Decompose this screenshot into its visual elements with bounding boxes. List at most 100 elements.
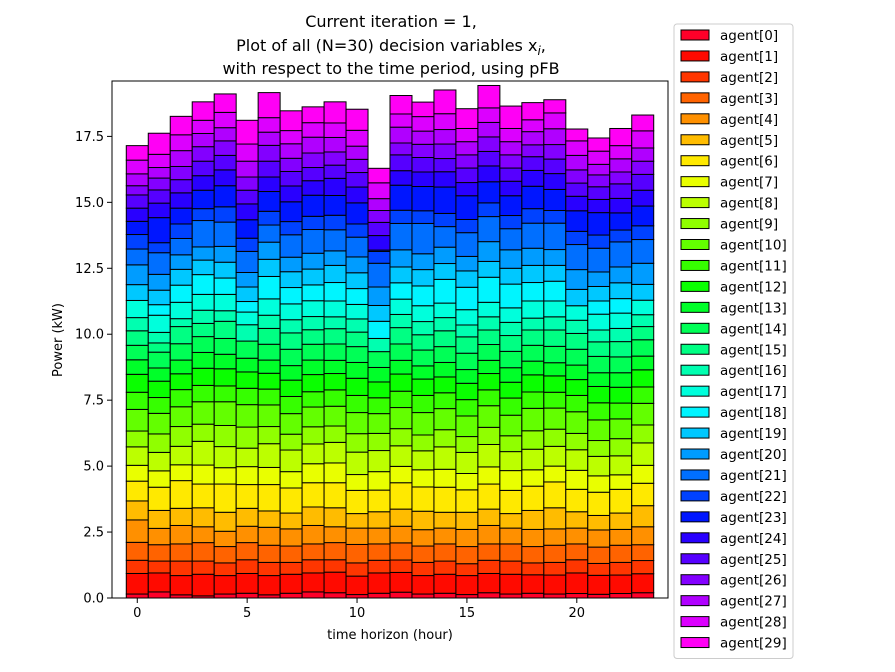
bar-segment-agent-10-hour-21 (588, 420, 610, 441)
bar-segment-agent-21-hour-7 (280, 235, 302, 257)
legend-swatch-agent-10 (681, 240, 709, 250)
bar-segment-agent-15-hour-23 (632, 327, 654, 340)
bar-segment-agent-0-hour-7 (280, 593, 302, 598)
bar-segment-agent-17-hour-16 (478, 302, 500, 317)
bar-segment-agent-23-hour-17 (500, 196, 522, 216)
bar-segment-agent-3-hour-16 (478, 544, 500, 560)
bar-segment-agent-11-hour-19 (544, 392, 566, 408)
bar-segment-agent-11-hour-12 (390, 391, 412, 407)
bar-segment-agent-16-hour-10 (346, 319, 368, 332)
bar-segment-agent-7-hour-2 (170, 465, 192, 481)
bar-segment-agent-20-hour-13 (412, 254, 434, 270)
bar-segment-agent-3-hour-9 (324, 543, 346, 560)
bar-segment-agent-22-hour-1 (148, 243, 170, 253)
bar-segment-agent-9-hour-10 (346, 434, 368, 452)
bar-segment-agent-16-hour-9 (324, 317, 346, 329)
bar-segment-agent-9-hour-13 (412, 435, 434, 451)
bar-segment-agent-0-hour-12 (390, 592, 412, 598)
bar-segment-agent-28-hour-0 (126, 160, 148, 174)
bar-segment-agent-12-hour-17 (500, 382, 522, 398)
y-tick-label: 17.5 (75, 130, 104, 145)
bar-segment-agent-14-hour-15 (456, 353, 478, 369)
title-line-2: Plot of all (N=30) decision variables xi… (236, 36, 546, 58)
bar-segment-agent-26-hour-20 (566, 170, 588, 183)
bar-segment-agent-16-hour-3 (192, 310, 214, 323)
bar-segment-agent-4-hour-22 (610, 529, 632, 545)
bar-segment-agent-19-hour-4 (214, 262, 236, 278)
bar-segment-agent-14-hour-7 (280, 349, 302, 365)
bar-segment-agent-9-hour-18 (522, 431, 544, 449)
bar-segment-agent-1-hour-2 (170, 576, 192, 595)
bar-segment-agent-10-hour-1 (148, 413, 170, 434)
bar-segment-agent-22-hour-20 (566, 231, 588, 244)
legend-swatch-agent-25 (681, 554, 709, 564)
bar-segment-agent-8-hour-9 (324, 442, 346, 463)
bar-segment-agent-21-hour-1 (148, 253, 170, 275)
bar-segment-agent-20-hour-12 (390, 250, 412, 267)
bar-segment-agent-20-hour-14 (434, 247, 456, 263)
bar-segment-agent-15-hour-1 (148, 343, 170, 352)
bar-segment-agent-26-hour-2 (170, 166, 192, 179)
bar-segment-agent-25-hour-20 (566, 183, 588, 196)
bar-segment-agent-24-hour-23 (632, 190, 654, 206)
bar-segment-agent-26-hour-16 (478, 137, 500, 152)
bar-segment-agent-26-hour-18 (522, 145, 544, 157)
legend-swatch-agent-6 (681, 156, 709, 166)
bar-segment-agent-11-hour-8 (302, 392, 324, 407)
bar-segment-agent-28-hour-17 (500, 128, 522, 141)
bar-segment-agent-22-hour-23 (632, 226, 654, 240)
bar-segment-agent-13-hour-11 (368, 367, 390, 382)
y-tick-label: 7.5 (83, 394, 104, 409)
bar-segment-agent-10-hour-11 (368, 414, 390, 434)
bar-segment-agent-3-hour-12 (390, 543, 412, 560)
bar-segment-agent-20-hour-3 (192, 247, 214, 260)
bar-segment-agent-5-hour-2 (170, 508, 192, 525)
bar-segment-agent-2-hour-14 (434, 561, 456, 574)
bar-segment-agent-3-hour-18 (522, 547, 544, 563)
bar-segment-agent-10-hour-8 (302, 407, 324, 427)
legend-label-agent-0: agent[0] (720, 28, 778, 44)
legend-label-agent-7: agent[7] (720, 175, 778, 191)
bar-segment-agent-1-hour-21 (588, 575, 610, 594)
bar-segment-agent-12-hour-16 (478, 374, 500, 390)
bar-segment-agent-28-hour-20 (566, 141, 588, 156)
bar-segment-agent-20-hour-15 (456, 256, 478, 271)
bar-segment-agent-26-hour-12 (390, 143, 412, 155)
legend-label-agent-29: agent[29] (720, 636, 787, 652)
bar-segment-agent-2-hour-8 (302, 560, 324, 573)
legend-swatch-agent-3 (681, 93, 709, 103)
bar-segment-agent-8-hour-20 (566, 450, 588, 471)
bar-segment-agent-25-hour-11 (368, 222, 390, 235)
bar-segment-agent-23-hour-21 (588, 213, 610, 235)
bar-segment-agent-5-hour-8 (302, 507, 324, 525)
bar-segment-agent-3-hour-8 (302, 544, 324, 560)
bar-segment-agent-14-hour-23 (632, 340, 654, 356)
bar-segment-agent-10-hour-0 (126, 409, 148, 431)
bar-segment-agent-25-hour-22 (610, 184, 632, 199)
bar-segment-agent-3-hour-14 (434, 544, 456, 561)
bar-segment-agent-17-hour-1 (148, 315, 170, 332)
bar-segment-agent-3-hour-4 (214, 547, 236, 563)
bar-segment-agent-27-hour-16 (478, 122, 500, 137)
bar-segment-agent-1-hour-11 (368, 573, 390, 593)
bar-segment-agent-29-hour-3 (192, 102, 214, 120)
bar-segment-agent-3-hour-2 (170, 544, 192, 561)
bar-segment-agent-3-hour-1 (148, 545, 170, 561)
bar-segment-agent-4-hour-15 (456, 529, 478, 546)
bar-segment-agent-28-hour-8 (302, 123, 324, 138)
bar-segment-agent-12-hour-5 (236, 372, 258, 388)
bar-segment-agent-25-hour-18 (522, 157, 544, 171)
bar-segment-agent-3-hour-6 (258, 545, 280, 562)
bar-segment-agent-17-hour-12 (390, 299, 412, 314)
legend-label-agent-16: agent[16] (720, 363, 787, 379)
legend-label-agent-21: agent[21] (720, 468, 787, 484)
bar-segment-agent-26-hour-1 (148, 178, 170, 190)
bar-segment-agent-22-hour-8 (302, 216, 324, 229)
bar-segment-agent-19-hour-23 (632, 284, 654, 300)
bar-segment-agent-8-hour-5 (236, 448, 258, 466)
bar-segment-agent-24-hour-21 (588, 199, 610, 212)
bar-segment-agent-0-hour-21 (588, 594, 610, 598)
bar-segment-agent-9-hour-21 (588, 441, 610, 457)
bar-segment-agent-12-hour-2 (170, 374, 192, 390)
bar-segment-agent-1-hour-15 (456, 576, 478, 595)
